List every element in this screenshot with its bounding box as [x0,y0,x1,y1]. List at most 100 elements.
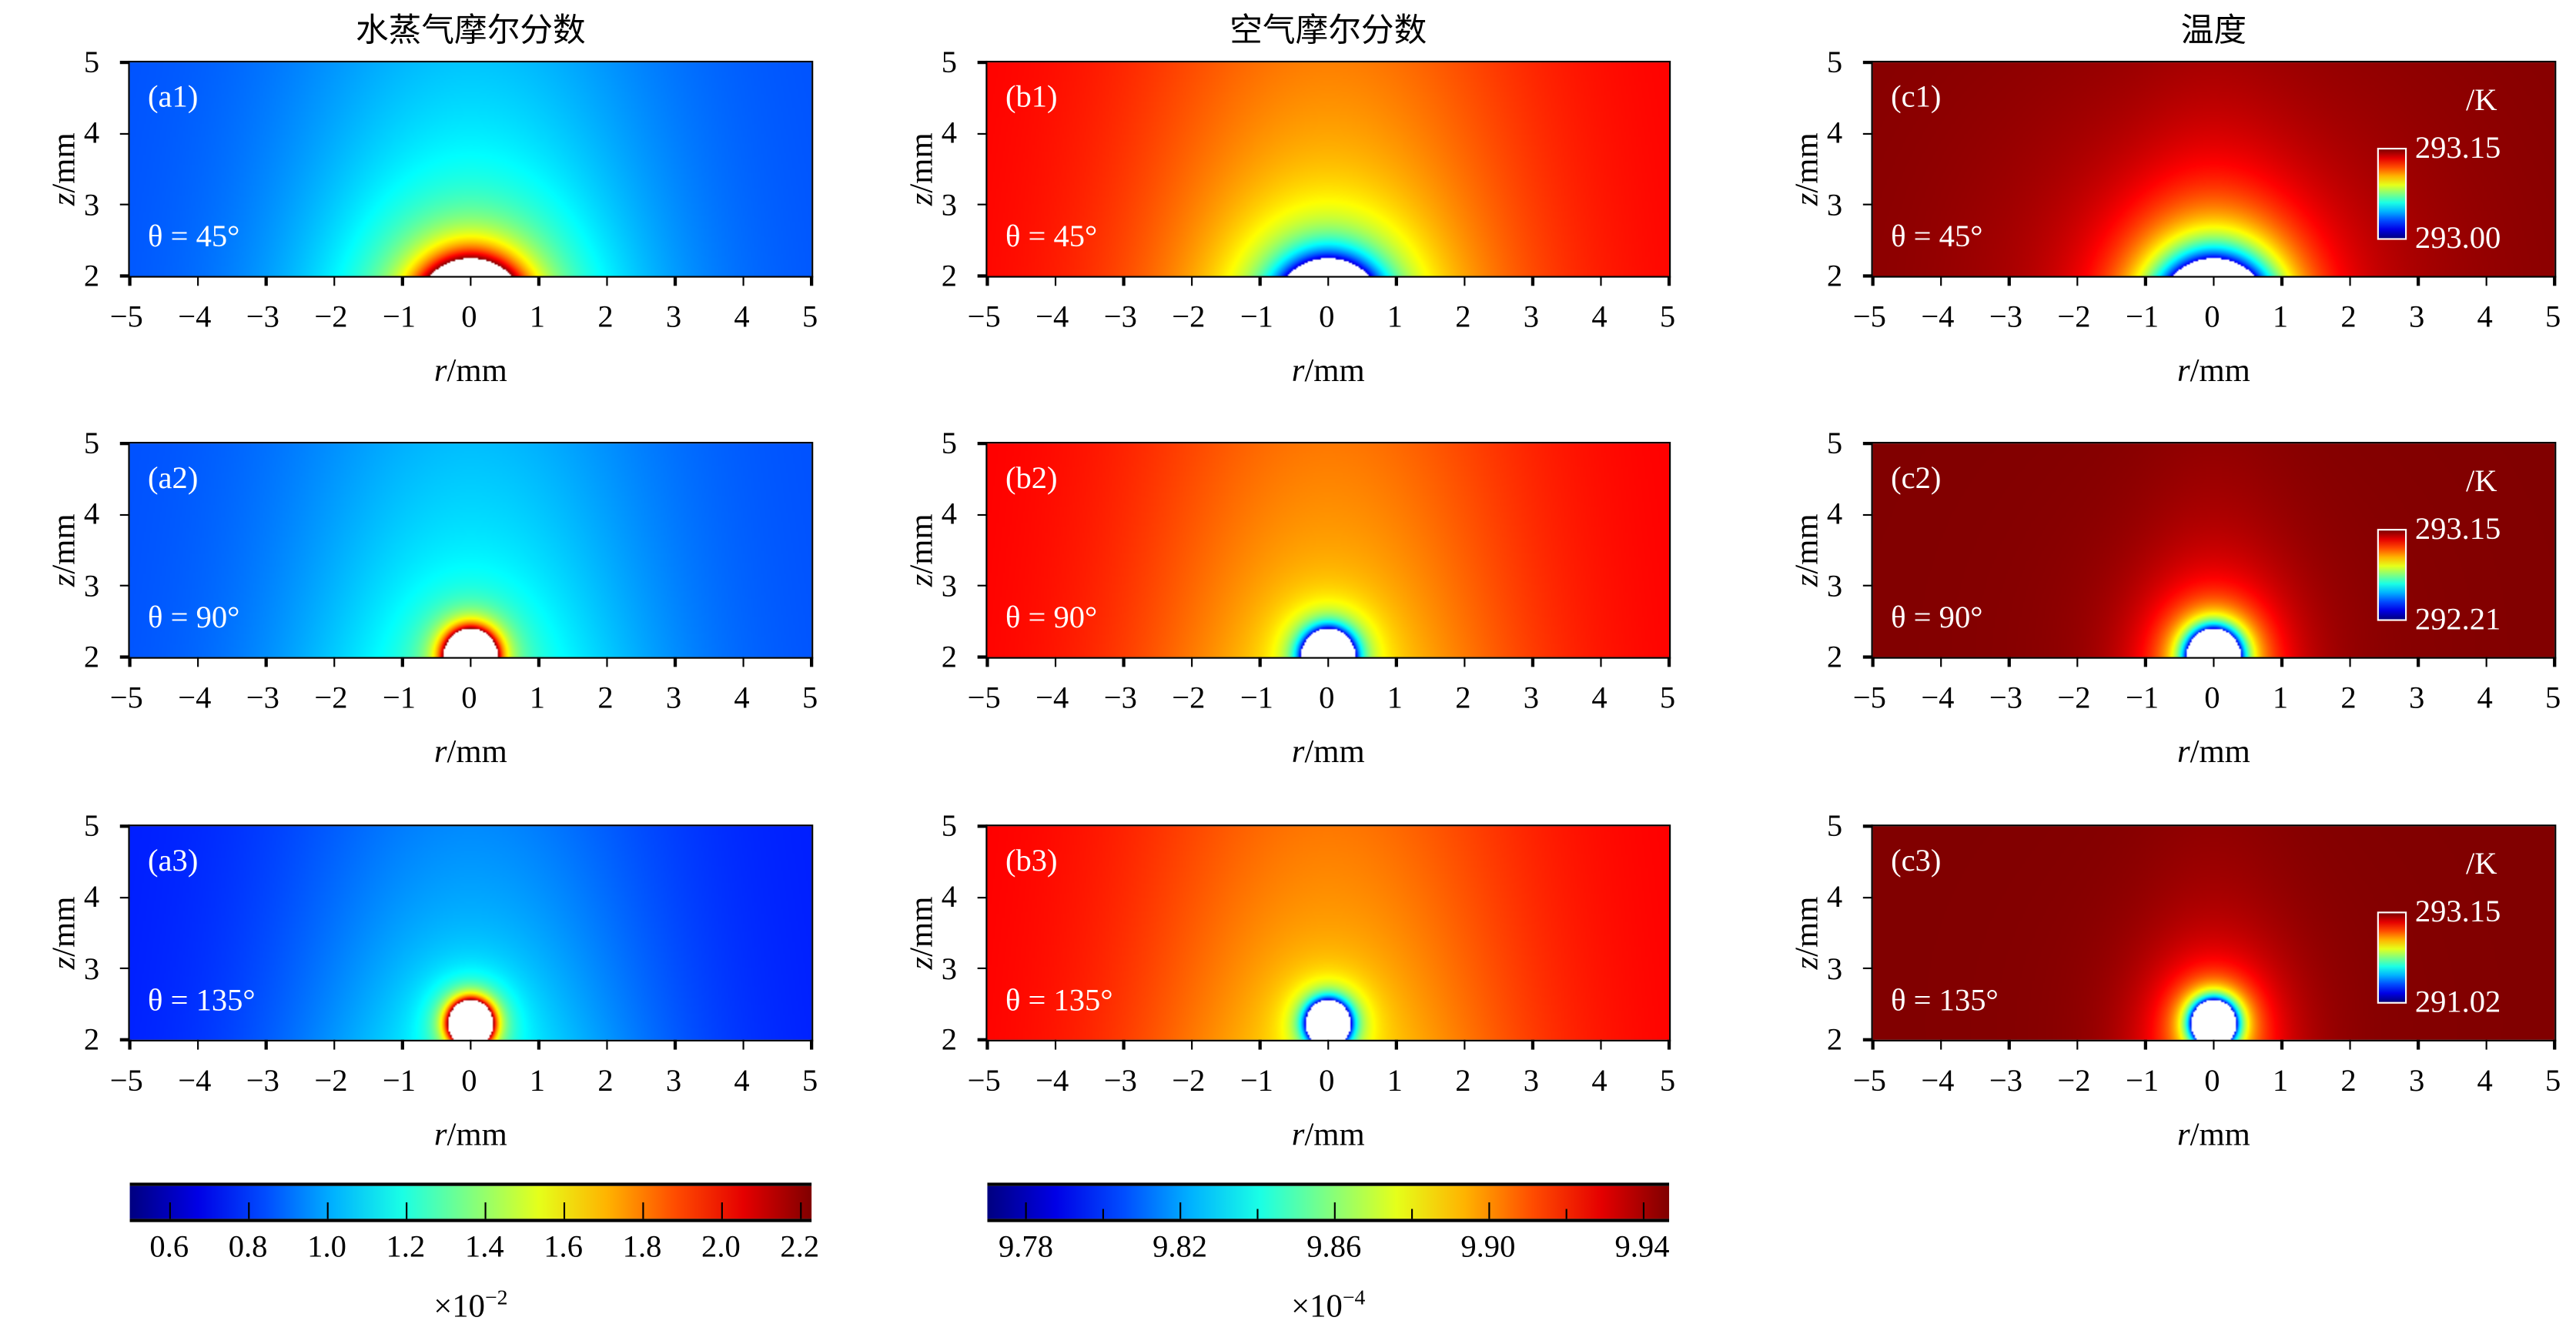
x-tick-label: −2 [314,300,348,336]
y-tick [977,203,988,206]
y-tick-label: 3 [1826,951,1843,987]
y-tick [1862,584,1873,587]
x-tick [810,657,813,667]
x-tick [1939,1039,1942,1050]
x-tick [2213,657,2215,667]
x-axis-unit: /mm [1304,353,1365,390]
y-axis-var: z [1789,573,1826,587]
x-tick-label: 3 [665,1064,682,1099]
panel-label: (c3) [1891,844,1942,879]
colorbar-tick-label: 1.0 [307,1230,346,1265]
x-tick [2008,657,2010,667]
x-tick [1395,657,1398,667]
x-tick [401,1039,404,1050]
x-tick [2485,276,2487,286]
y-tick-label: 5 [941,426,957,462]
x-tick-label: −4 [178,300,212,336]
x-tick [129,276,131,286]
column-title: 水蒸气摩尔分数 [355,13,586,50]
y-tick-label: 4 [83,117,100,152]
x-tick [1326,1039,1330,1050]
heatmap-canvas [1872,62,2555,276]
heatmap-panel: (c2) θ = 90° /K 293.15 292.21 [1871,442,2557,659]
x-tick [1531,657,1534,667]
x-tick [196,657,199,667]
x-tick-label: 4 [2477,300,2493,336]
y-axis-unit: /mm [904,132,941,193]
y-tick-label: 2 [83,259,100,294]
x-tick-label: 2 [1455,300,1471,336]
x-tick-label: 0 [461,300,477,336]
x-tick [1054,657,1057,667]
y-tick [977,656,988,658]
y-tick-label: 3 [1826,188,1843,223]
colorbar-tick-label: 1.2 [386,1230,426,1265]
theta-annotation: θ = 45° [1891,219,1983,255]
colorbar-tick [405,1202,408,1219]
x-tick [742,276,744,286]
x-axis-label: r/mm [1292,736,1365,769]
panel-label: (a2) [148,461,199,496]
y-axis-unit: /mm [1789,896,1826,957]
panel-label: (c1) [1891,80,1942,115]
y-axis-label: z/mm [46,897,82,970]
heatmap-canvas [1872,443,2555,657]
x-axis-unit: /mm [2190,353,2250,390]
colorbar-unit: /K [2465,464,2497,500]
x-tick-label: 2 [2340,300,2357,336]
colorbar-tick-label: 2.2 [780,1230,820,1265]
x-tick-label: −2 [1172,681,1206,717]
y-tick-label: 5 [1826,45,1843,81]
colorbar-min: 293.00 [2414,222,2501,256]
x-tick-label: −2 [1172,1064,1206,1099]
x-tick-label: 1 [529,681,546,717]
theta-annotation: θ = 135° [1005,984,1113,1019]
x-tick-label: 1 [1387,300,1403,336]
y-tick-label: 4 [941,117,957,152]
x-tick-label: 5 [2545,1064,2561,1099]
x-tick [1259,276,1261,286]
y-axis-var: z [1789,192,1826,206]
x-tick [1190,1039,1193,1050]
x-tick [742,1039,744,1050]
x-tick [333,1039,336,1050]
y-tick [1862,656,1873,658]
shared-colorbar [987,1182,1670,1222]
y-tick [1862,513,1873,516]
x-tick [1054,1039,1057,1050]
x-tick-label: 5 [2545,300,2561,336]
x-tick-label: −3 [1103,681,1137,717]
x-tick-label: −2 [314,681,348,717]
x-tick-label: −1 [382,681,417,717]
x-tick-label: 4 [734,1064,750,1099]
y-axis-label: z/mm [1789,132,1826,206]
x-tick [2280,276,2283,286]
x-tick [129,657,131,667]
x-tick-label: 3 [2408,300,2425,336]
x-tick [2076,657,2079,667]
x-tick-label: −5 [109,681,143,717]
x-tick-label: −4 [178,1064,212,1099]
heatmap-canvas [987,443,1670,657]
x-tick-label: 1 [529,1064,546,1099]
x-tick-label: −2 [1172,300,1206,336]
colorbar-tick [642,1202,644,1219]
x-tick-label: 0 [461,1064,477,1099]
x-tick [1668,1039,1671,1050]
x-tick [606,276,608,286]
x-tick-label: 0 [2204,300,2220,336]
x-tick-label: 3 [1523,1064,1540,1099]
x-axis-var: r [1291,1117,1305,1153]
y-tick-label: 2 [1826,1023,1843,1058]
y-axis-var: z [904,573,941,587]
x-tick [2144,657,2147,667]
x-tick-label: 4 [734,681,750,717]
colorbar-tick [799,1202,801,1219]
y-axis-unit: /mm [904,513,941,574]
x-tick [1395,276,1398,286]
y-tick [1862,825,1873,827]
theta-annotation: θ = 90° [1891,601,1983,636]
x-tick [1259,657,1261,667]
x-tick-label: 3 [2408,681,2425,717]
